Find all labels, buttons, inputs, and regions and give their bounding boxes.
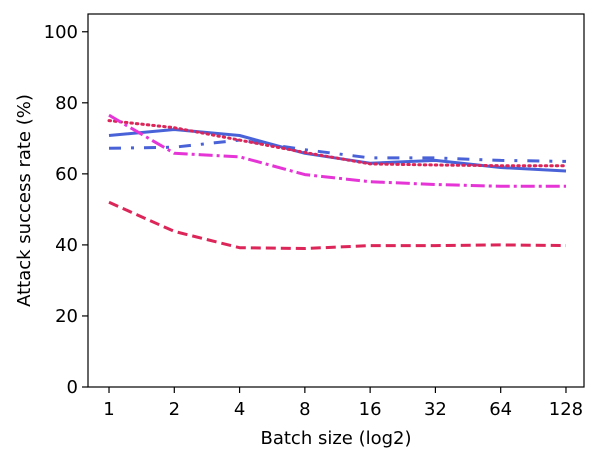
series-line-2	[108, 138, 567, 163]
series-line-5	[108, 200, 567, 250]
x-tick-label: 32	[424, 399, 447, 420]
x-tick-label: 8	[299, 399, 310, 420]
y-axis-ticks: 0 20 40 60 80 100	[44, 22, 88, 398]
y-tick-label: 100	[44, 22, 78, 43]
x-tick-label: 128	[549, 399, 583, 420]
y-axis-label: Attack success rate (%)	[14, 94, 35, 307]
y-tick-label: 0	[67, 377, 78, 398]
series-line-4	[108, 113, 566, 188]
x-axis-ticks: 1 2 4 8 16 32 64 128	[103, 387, 583, 420]
y-tick-label: 20	[55, 306, 78, 327]
x-tick-label: 64	[489, 399, 512, 420]
plot-frame	[87, 13, 585, 388]
x-tick-label: 2	[169, 399, 180, 420]
series-line-3	[107, 119, 568, 168]
y-tick-label: 80	[55, 93, 78, 114]
x-axis-label: Batch size (log2)	[260, 428, 411, 449]
x-tick-label: 4	[234, 399, 245, 420]
y-tick-label: 40	[55, 235, 78, 256]
series-layer	[107, 113, 568, 250]
x-tick-label: 16	[359, 399, 382, 420]
y-tick-label: 60	[55, 164, 78, 185]
x-tick-label: 1	[103, 399, 114, 420]
